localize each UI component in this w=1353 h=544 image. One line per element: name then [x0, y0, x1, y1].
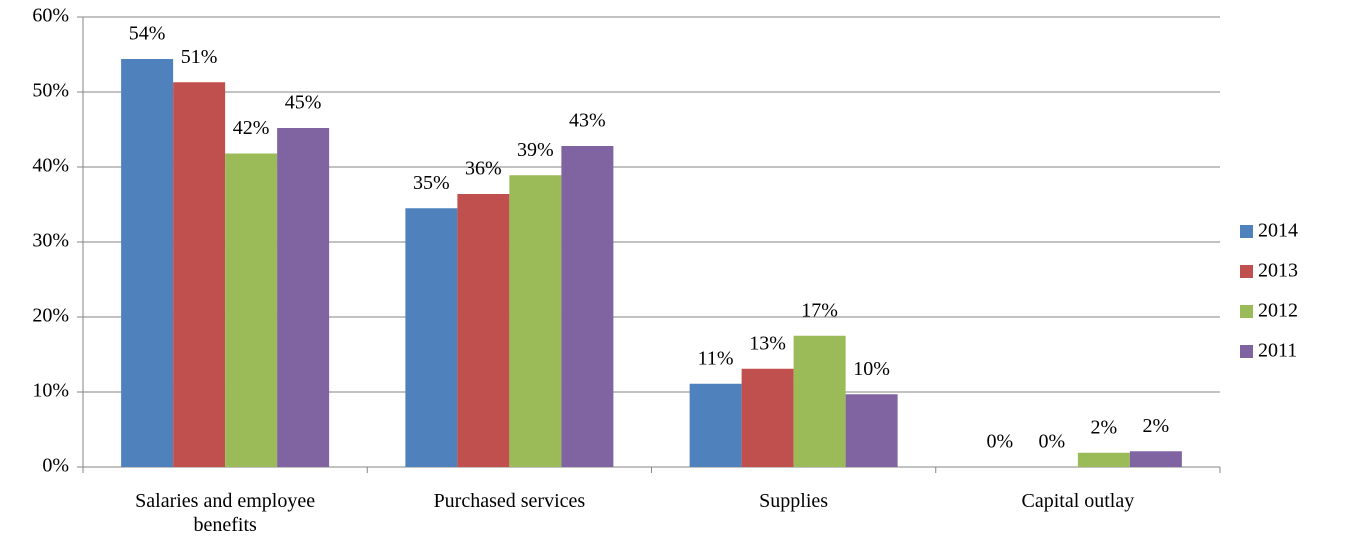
- bar: [741, 368, 794, 467]
- legend-swatch: [1240, 345, 1253, 358]
- value-label: 11%: [698, 347, 734, 369]
- bar: [845, 394, 898, 467]
- bar: [561, 146, 614, 467]
- value-label: 13%: [749, 332, 786, 354]
- value-label: 42%: [233, 117, 270, 139]
- y-tick-label: 20%: [32, 305, 69, 327]
- bar: [277, 128, 330, 467]
- bar: [457, 194, 510, 467]
- x-tick-label: Capital outlay: [1021, 490, 1135, 512]
- y-tick-label: 30%: [32, 230, 69, 252]
- y-tick-label: 50%: [32, 80, 69, 102]
- bar: [509, 175, 562, 467]
- value-label: 10%: [853, 358, 890, 380]
- legend-label: 2013: [1258, 260, 1298, 282]
- bar: [121, 59, 174, 467]
- bar: [405, 208, 458, 467]
- value-label: 0%: [987, 431, 1014, 453]
- y-tick-label: 60%: [32, 5, 69, 27]
- y-tick-label: 40%: [32, 155, 69, 177]
- value-label: 36%: [465, 158, 502, 180]
- x-tick-label: Salaries and employee benefits: [135, 490, 316, 536]
- value-label: 54%: [129, 23, 166, 45]
- legend-swatch: [1240, 225, 1253, 238]
- legend-swatch: [1240, 265, 1253, 278]
- y-tick-label: 0%: [42, 455, 69, 477]
- legend-label: 2011: [1258, 340, 1297, 362]
- value-label: 35%: [413, 172, 450, 194]
- bar: [1077, 452, 1130, 467]
- x-tick-label: Purchased services: [433, 490, 586, 512]
- x-tick-label: Supplies: [759, 490, 829, 512]
- bar: [173, 82, 226, 467]
- legend-label: 2014: [1258, 220, 1298, 242]
- value-label: 51%: [181, 46, 218, 68]
- bar: [1129, 451, 1182, 467]
- value-label: 17%: [801, 299, 838, 321]
- bar: [793, 335, 846, 467]
- value-label: 2%: [1143, 415, 1170, 437]
- legend-swatch: [1240, 305, 1253, 318]
- bar: [689, 383, 742, 467]
- value-label: 0%: [1039, 431, 1066, 453]
- y-tick-label: 10%: [32, 380, 69, 402]
- value-label: 39%: [517, 139, 554, 161]
- value-label: 43%: [569, 110, 606, 132]
- value-label: 2%: [1091, 416, 1118, 438]
- legend-label: 2012: [1258, 300, 1298, 322]
- bar: [225, 153, 278, 467]
- value-label: 45%: [285, 92, 322, 114]
